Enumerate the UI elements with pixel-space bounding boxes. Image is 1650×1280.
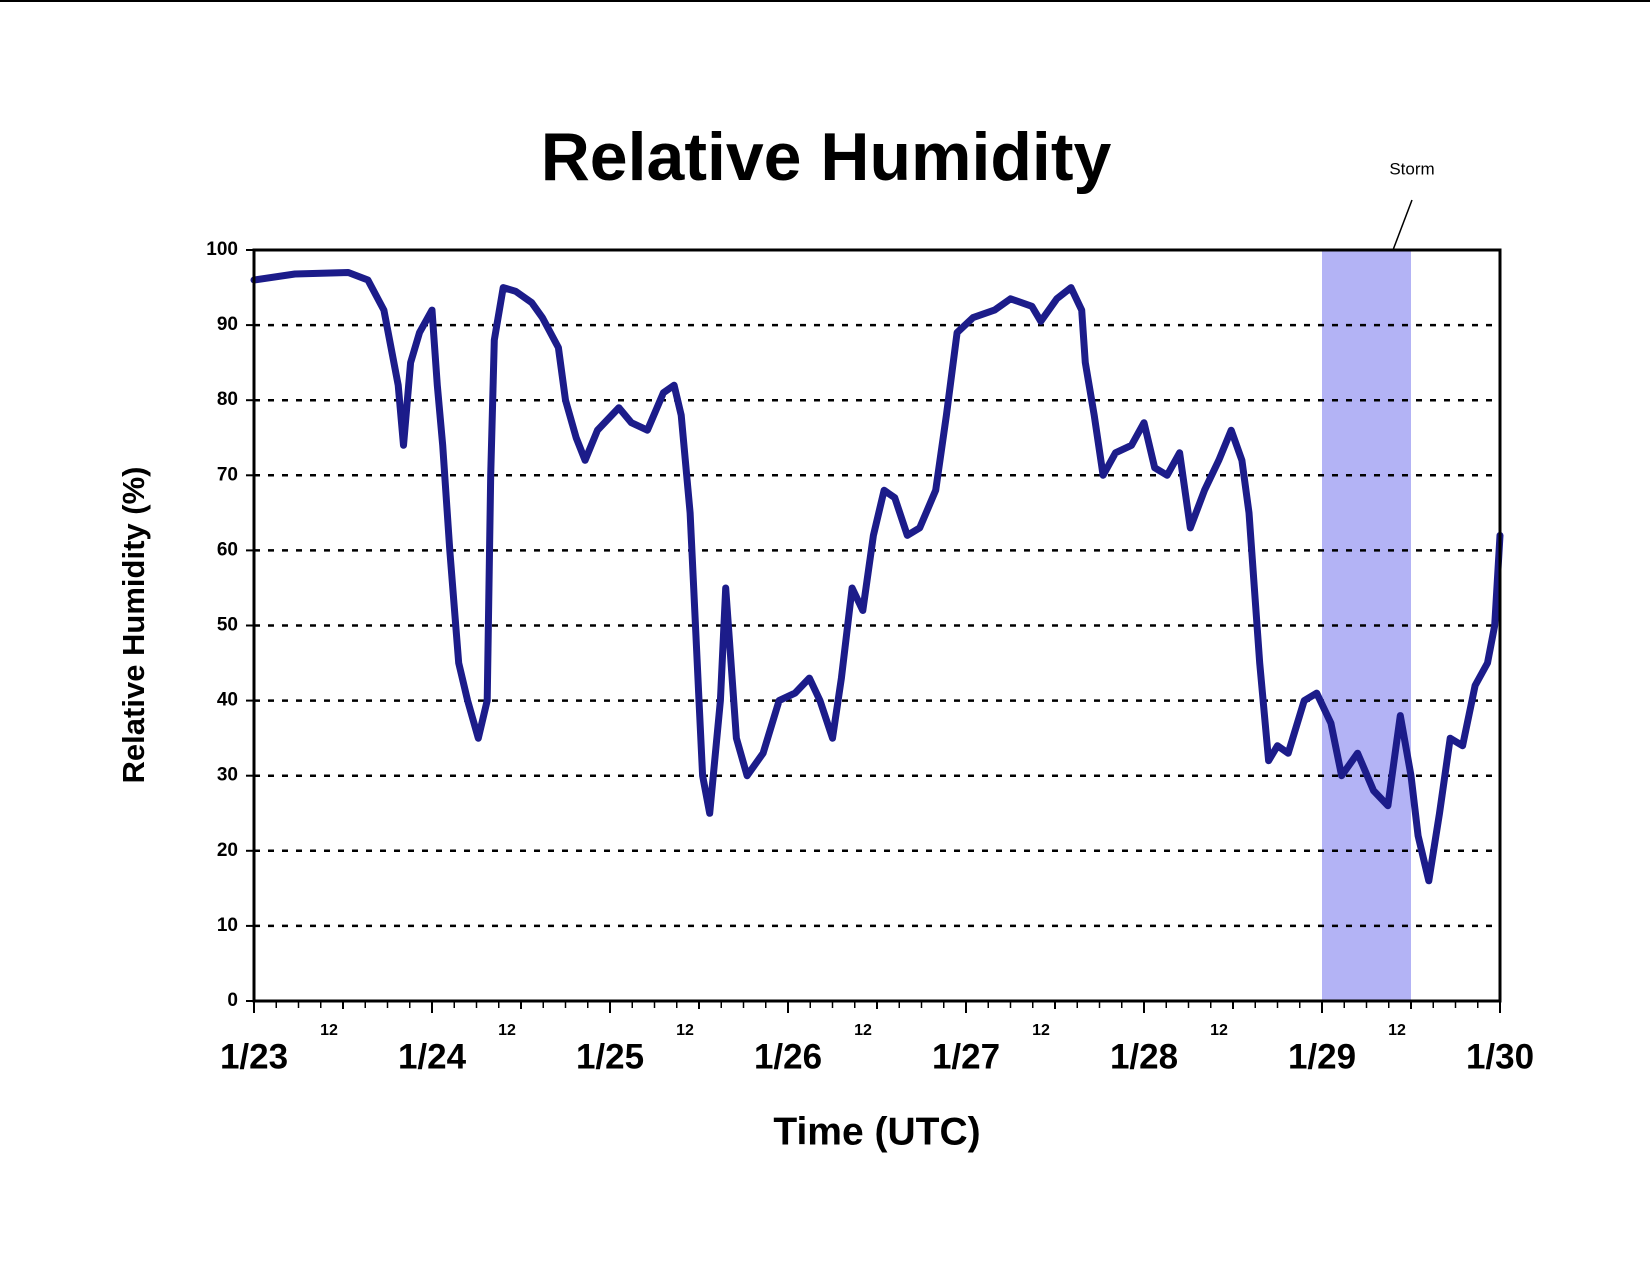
x-minor-tick-label: 12 [498,1022,516,1039]
x-tick-label: 1/28 [1110,1037,1178,1076]
y-tick-label: 60 [217,539,238,560]
x-tick-label: 1/30 [1466,1037,1534,1076]
y-tick-label: 10 [217,915,238,936]
x-tick-label: 1/29 [1288,1037,1356,1076]
y-tick-label: 70 [217,464,238,485]
x-tick-label: 1/24 [398,1037,467,1076]
y-tick-label: 50 [217,615,238,636]
y-tick-label: 80 [217,389,238,410]
y-tick-label: 0 [227,990,238,1011]
y-axis-title: Relative Humidity (%) [116,467,151,784]
x-tick-label: 1/23 [220,1037,288,1076]
x-tick-label: 1/25 [576,1037,644,1076]
x-tick-label: 1/27 [932,1037,1000,1076]
annotation-leader [1392,199,1413,251]
x-minor-tick-label: 12 [854,1022,872,1039]
x-minor-tick-label: 12 [676,1022,694,1039]
annotation-label: Storm [1389,159,1434,178]
x-minor-tick-label: 12 [1210,1022,1228,1039]
x-tick-label: 1/26 [754,1037,822,1076]
y-tick-label: 90 [217,314,238,335]
plot-frame [252,248,1502,1003]
x-minor-tick-label: 12 [1388,1022,1406,1039]
chart-title: Relative Humidity [541,119,1112,195]
y-tick-label: 30 [217,765,238,786]
y-tick-label: 40 [217,690,238,711]
x-minor-tick-label: 12 [320,1022,338,1039]
y-tick-label: 20 [217,840,238,861]
x-minor-tick-label: 12 [1032,1022,1050,1039]
x-axis-title: Time (UTC) [773,1110,980,1153]
y-tick-label: 100 [206,239,238,260]
humidity-line [250,269,1504,885]
